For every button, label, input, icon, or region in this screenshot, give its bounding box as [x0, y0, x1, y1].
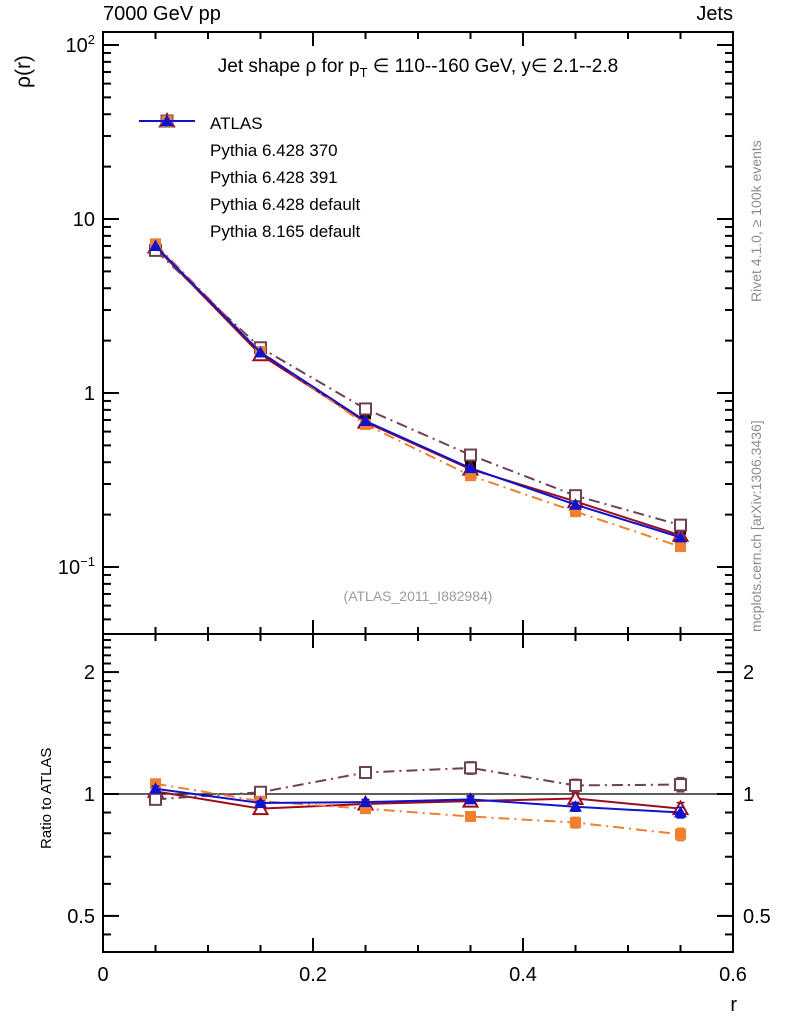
svg-text:0: 0	[97, 964, 108, 986]
svg-text:0.5: 0.5	[743, 906, 771, 928]
svg-text:0.2: 0.2	[299, 964, 327, 986]
legend-marker-graphic	[139, 114, 195, 126]
svg-text:0.6: 0.6	[719, 964, 747, 986]
main-y-axis-title: ρ(r)	[12, 55, 35, 88]
ratio-series-pythia-6-428-391	[149, 761, 687, 806]
svg-text:10−1: 10−1	[58, 554, 95, 579]
legend-label-pythia6-391: Pythia 6.428 391	[210, 167, 338, 187]
pythia8-default-marker-icon	[138, 114, 196, 243]
legend-item-pythia6-370: Pythia 6.428 370	[138, 111, 360, 164]
svg-text:0.4: 0.4	[509, 964, 537, 986]
legend-item-pythia6-default: Pythia 6.428 default	[138, 115, 361, 218]
svg-text:102: 102	[66, 32, 95, 57]
pythia6-default-marker-icon	[138, 115, 196, 216]
svg-text:1: 1	[84, 383, 95, 405]
svg-text:10: 10	[73, 209, 95, 231]
legend-label-pythia6-370: Pythia 6.428 370	[210, 140, 338, 160]
pythia6-370-marker-icon	[138, 111, 196, 162]
ratio-y-axis-ticks	[103, 639, 733, 936]
plot-title-part2: ∈ 110--160 GeV, y∈ 2.1--2.8	[367, 56, 619, 77]
svg-text:1: 1	[743, 784, 754, 806]
ratio-series-pythia-8-165-default	[149, 782, 687, 819]
legend: ATLAS Pythia 6.428 370 Pythia 6.428 391 …	[138, 110, 360, 245]
pythia6-391-marker-icon	[138, 114, 196, 189]
axis-tick-labels: 102 10 1 10−1 2 2 1 1 0.5 0.5 0 0.2 0.4 0.6 r	[58, 32, 771, 1016]
legend-label-pythia6-default: Pythia 6.428 default	[210, 194, 361, 214]
legend-label-pythia8-default: Pythia 8.165 default	[210, 221, 361, 241]
analysis-group-label: Jets	[696, 3, 733, 25]
mcplots-citation-note: mcplots.cern.ch [arXiv:1306.3436]	[748, 420, 764, 632]
legend-label-atlas: ATLAS	[210, 113, 263, 133]
analysis-id-watermark: (ATLAS_2011_I882984)	[343, 588, 493, 604]
beam-energy-label: 7000 GeV pp	[103, 3, 221, 25]
plot-title-subscript: T	[359, 64, 368, 80]
main-y-axis-ticks	[103, 44, 733, 621]
plot-title-part1: Jet shape ρ for p	[217, 56, 360, 77]
ratio-y-axis-title: Ratio to ATLAS	[38, 747, 55, 849]
svg-text:r: r	[730, 994, 737, 1016]
rivet-version-note: Rivet 4.1.0, ≥ 100k events	[748, 140, 764, 302]
plot-title: Jet shape ρ for pT ∈ 110--160 GeV, y∈ 2.…	[118, 55, 718, 80]
main-series-pythia-6-428-370	[146, 237, 690, 542]
svg-text:1: 1	[84, 784, 95, 806]
main-series-atlas	[150, 242, 686, 535]
svg-text:0.5: 0.5	[67, 906, 95, 928]
legend-item-pythia6-391: Pythia 6.428 391	[138, 114, 360, 191]
main-series-pythia-6-428-391	[149, 243, 687, 532]
legend-item-pythia8-default: Pythia 8.165 default	[138, 114, 361, 245]
main-series-pythia-8-165-default	[149, 239, 687, 543]
svg-text:2: 2	[84, 662, 95, 684]
svg-text:2: 2	[743, 662, 754, 684]
ratio-series-pythia-6-428-default	[150, 778, 686, 842]
